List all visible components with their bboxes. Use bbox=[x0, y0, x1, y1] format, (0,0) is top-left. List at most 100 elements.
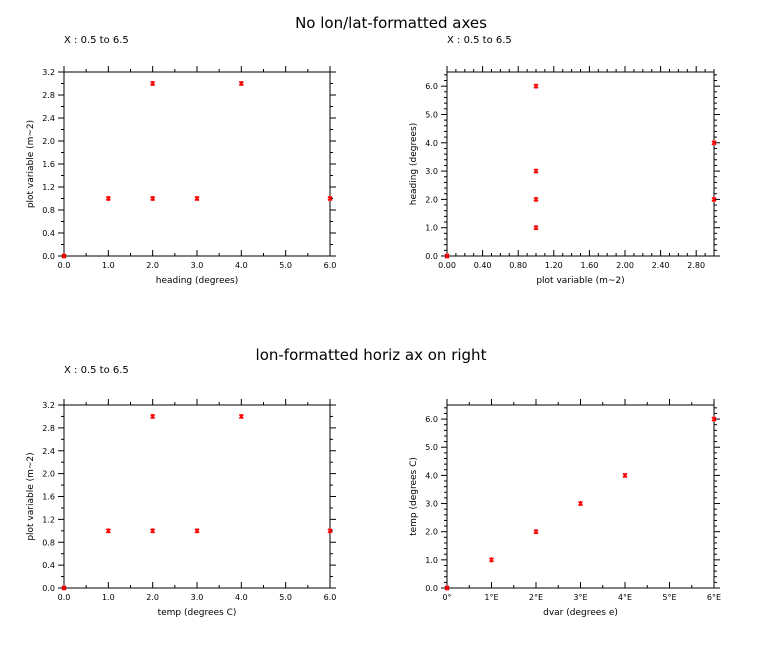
x-tick-label: 1.0 bbox=[102, 593, 115, 602]
data-point bbox=[105, 195, 111, 202]
x-axis-label: dvar (degrees e) bbox=[543, 608, 618, 618]
y-tick-label: 0.8 bbox=[42, 538, 55, 547]
x-tick-label: 1.20 bbox=[545, 261, 563, 270]
x-tick-label: 3.0 bbox=[191, 593, 204, 602]
data-point bbox=[533, 196, 539, 202]
y-axis-label: heading (degrees) bbox=[409, 123, 419, 206]
scatter-panel-4: 0° 1°E 2°E 3°E 4°E 5°E 6°E 0.0 1.0 2.0 3.0 4.0 5.0 6.… bbox=[409, 399, 721, 618]
x-tick-label: 2°E bbox=[529, 593, 543, 602]
x-axis-label: plot variable (m~2) bbox=[536, 276, 624, 286]
y-tick-label: 0.0 bbox=[425, 252, 438, 261]
x-tick-label: 0.00 bbox=[438, 261, 456, 270]
data-point bbox=[533, 168, 539, 174]
figure-title-top: No lon/lat-formatted axes bbox=[295, 14, 487, 32]
data-point bbox=[150, 195, 156, 202]
plot-frame bbox=[446, 71, 715, 257]
scatter-panel-1: 0.0 1.0 2.0 3.0 4.0 5.0 6.0 0.0 0.4 0.8 1.2 1.6 2.0 2… bbox=[26, 35, 336, 286]
y-tick-label: 1.0 bbox=[425, 224, 438, 233]
y-tick-label: 6.0 bbox=[425, 415, 438, 424]
y-tick-label: 3.0 bbox=[425, 167, 438, 176]
y-tick-label: 0.0 bbox=[42, 252, 55, 261]
x-tick-label: 2.80 bbox=[687, 261, 705, 270]
data-point bbox=[194, 528, 200, 534]
x-tick-label: 0.0 bbox=[58, 593, 71, 602]
figure-title-bottom: lon-formatted horiz ax on right bbox=[256, 346, 487, 364]
x-tick-label: 6.0 bbox=[324, 593, 337, 602]
x-tick-label: 0.0 bbox=[58, 261, 71, 270]
panel-subtitle: X : 0.5 to 6.5 bbox=[447, 35, 512, 46]
y-axis-label: plot variable (m~2) bbox=[26, 120, 36, 208]
data-point bbox=[61, 585, 67, 591]
data-point bbox=[444, 585, 450, 591]
y-tick-label: 0.0 bbox=[425, 584, 438, 593]
x-tick-label: 1°E bbox=[484, 593, 498, 602]
y-tick-label: 2.4 bbox=[42, 447, 55, 456]
data-point bbox=[150, 80, 156, 87]
y-tick-label: 4.0 bbox=[425, 471, 438, 480]
data-point bbox=[150, 413, 156, 420]
y-tick-label: 2.0 bbox=[425, 528, 438, 537]
data-point bbox=[577, 500, 584, 507]
x-tick-label: 3.0 bbox=[191, 261, 204, 270]
y-tick-label: 0.4 bbox=[42, 229, 55, 238]
y-tick-label: 1.0 bbox=[425, 556, 438, 565]
x-tick-label: 4°E bbox=[618, 593, 632, 602]
data-point bbox=[533, 225, 539, 231]
y-tick-label: 5.0 bbox=[425, 110, 438, 119]
data-point bbox=[444, 253, 450, 259]
data-point bbox=[711, 416, 717, 422]
y-tick-label: 5.0 bbox=[425, 443, 438, 452]
data-point bbox=[533, 83, 539, 89]
data-point bbox=[488, 557, 495, 563]
x-tick-label: 1.0 bbox=[102, 261, 115, 270]
x-tick-label: 0.40 bbox=[474, 261, 492, 270]
y-tick-label: 1.6 bbox=[42, 160, 55, 169]
x-tick-label: 4.0 bbox=[235, 261, 248, 270]
x-tick-label: 4.0 bbox=[235, 593, 248, 602]
y-tick-label: 1.2 bbox=[42, 183, 55, 192]
x-axis-label: heading (degrees) bbox=[156, 276, 239, 286]
plot-frame bbox=[63, 404, 331, 589]
data-point bbox=[533, 529, 539, 535]
x-tick-label: 5.0 bbox=[279, 261, 292, 270]
plot-frame bbox=[446, 404, 715, 589]
x-axis-label: temp (degrees C) bbox=[158, 608, 237, 618]
y-tick-label: 1.6 bbox=[42, 493, 55, 502]
y-axis-label: temp (degrees C) bbox=[409, 457, 419, 536]
x-tick-label: 6°E bbox=[707, 593, 721, 602]
data-point bbox=[194, 195, 200, 202]
y-tick-label: 2.8 bbox=[42, 91, 55, 100]
y-tick-label: 1.2 bbox=[42, 515, 55, 524]
y-tick-label: 2.4 bbox=[42, 114, 55, 123]
x-tick-label: 5°E bbox=[662, 593, 676, 602]
y-tick-label: 2.0 bbox=[425, 195, 438, 204]
data-point bbox=[711, 196, 717, 202]
x-tick-label: 2.0 bbox=[146, 261, 159, 270]
x-tick-label: 2.0 bbox=[146, 593, 159, 602]
y-tick-label: 2.0 bbox=[42, 470, 55, 479]
scatter-panel-2: 0.00 0.40 0.80 1.20 1.60 2.00 2.40 2.80 0.0 1.0 2.… bbox=[409, 35, 720, 286]
x-tick-label: 3°E bbox=[573, 593, 587, 602]
y-tick-label: 0.0 bbox=[42, 584, 55, 593]
x-tick-label: 0.80 bbox=[509, 261, 527, 270]
y-tick-label: 3.0 bbox=[425, 500, 438, 509]
plot-frame bbox=[63, 71, 331, 257]
y-axis-label: plot variable (m~2) bbox=[26, 452, 36, 540]
x-tick-label: 5.0 bbox=[279, 593, 292, 602]
data-point bbox=[105, 528, 111, 534]
x-tick-label: 1.60 bbox=[580, 261, 598, 270]
y-tick-label: 3.2 bbox=[42, 401, 55, 410]
data-point bbox=[327, 195, 333, 202]
data-point bbox=[711, 140, 717, 146]
data-point bbox=[327, 528, 333, 534]
x-tick-label: 2.00 bbox=[616, 261, 634, 270]
y-tick-label: 2.0 bbox=[42, 137, 55, 146]
panel-subtitle: X : 0.5 to 6.5 bbox=[64, 365, 129, 376]
x-tick-label: 6.0 bbox=[324, 261, 337, 270]
x-tick-label: 0° bbox=[442, 593, 451, 602]
x-tick-label: 2.40 bbox=[652, 261, 670, 270]
y-tick-label: 0.4 bbox=[42, 561, 55, 570]
data-point bbox=[150, 528, 156, 534]
panel-subtitle: X : 0.5 to 6.5 bbox=[64, 35, 129, 46]
